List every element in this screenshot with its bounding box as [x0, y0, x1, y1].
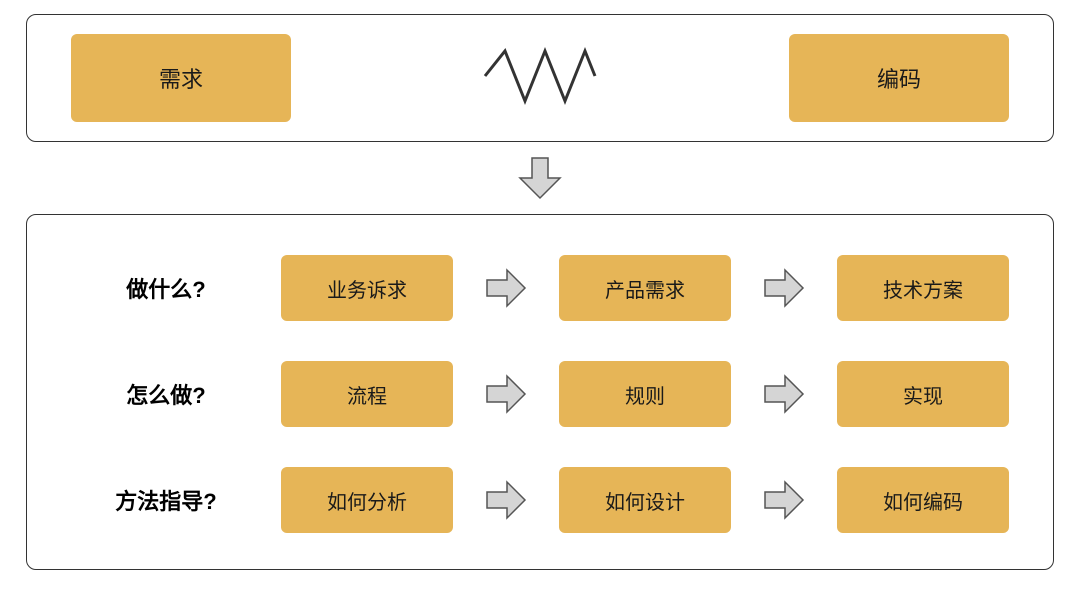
right-arrow-icon — [763, 374, 805, 414]
step-box: 规则 — [559, 361, 731, 427]
step-label: 如何编码 — [883, 486, 963, 515]
right-arrow-icon — [763, 480, 805, 520]
row-label: 做什么? — [71, 272, 281, 304]
requirement-box: 需求 — [71, 34, 291, 122]
right-arrow-icon — [485, 480, 527, 520]
top-panel: 需求 编码 — [26, 14, 1054, 142]
row-label: 方法指导? — [71, 484, 281, 516]
right-arrow-icon — [763, 268, 805, 308]
conflict-zigzag-icon — [480, 41, 600, 116]
step-box: 业务诉求 — [281, 255, 453, 321]
step-label: 如何设计 — [605, 486, 685, 515]
step-box: 技术方案 — [837, 255, 1009, 321]
step-label: 规则 — [625, 380, 665, 409]
right-arrow-icon — [485, 268, 527, 308]
row-label: 怎么做? — [71, 378, 281, 410]
step-label: 业务诉求 — [327, 274, 407, 303]
step-box: 如何编码 — [837, 467, 1009, 533]
row-what: 做什么? 业务诉求 产品需求 技术方案 — [71, 255, 1009, 321]
right-arrow-icon — [485, 374, 527, 414]
step-box: 如何分析 — [281, 467, 453, 533]
bottom-panel: 做什么? 业务诉求 产品需求 技术方案 怎么做? — [26, 214, 1054, 570]
requirement-label: 需求 — [159, 62, 203, 94]
step-label: 技术方案 — [883, 274, 963, 303]
coding-box: 编码 — [789, 34, 1009, 122]
step-box: 实现 — [837, 361, 1009, 427]
down-arrow-icon — [26, 156, 1054, 200]
step-label: 产品需求 — [605, 274, 685, 303]
coding-label: 编码 — [877, 62, 921, 94]
row-how: 怎么做? 流程 规则 实现 — [71, 361, 1009, 427]
step-box: 产品需求 — [559, 255, 731, 321]
row-content: 如何分析 如何设计 如何编码 — [281, 467, 1009, 533]
row-content: 流程 规则 实现 — [281, 361, 1009, 427]
step-label: 流程 — [347, 380, 387, 409]
step-box: 流程 — [281, 361, 453, 427]
step-box: 如何设计 — [559, 467, 731, 533]
row-method: 方法指导? 如何分析 如何设计 如何编码 — [71, 467, 1009, 533]
step-label: 如何分析 — [327, 486, 407, 515]
step-label: 实现 — [903, 380, 943, 409]
row-content: 业务诉求 产品需求 技术方案 — [281, 255, 1009, 321]
